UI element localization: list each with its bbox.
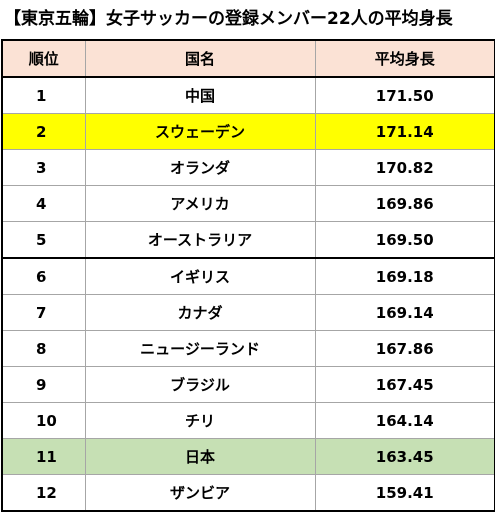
country-cell: スウェーデン	[84, 113, 316, 150]
country-cell: ザンビア	[84, 474, 316, 512]
table-row: 1 中国 171.50	[1, 76, 495, 114]
header-average-height: 平均身長	[314, 39, 495, 78]
header-rank: 順位	[1, 39, 86, 78]
rank-cell: 2	[1, 113, 86, 150]
height-cell: 169.18	[314, 257, 495, 295]
height-cell: 164.14	[314, 402, 495, 439]
country-cell: オランダ	[84, 149, 316, 186]
rank-cell: 11	[1, 438, 86, 475]
country-cell: ブラジル	[84, 366, 316, 403]
table-header-row: 順位 国名 平均身長	[1, 39, 495, 78]
country-cell: 中国	[84, 76, 316, 114]
height-cell: 170.82	[314, 149, 495, 186]
rank-cell: 8	[1, 330, 86, 367]
height-cell: 171.14	[314, 113, 495, 150]
rank-cell: 5	[1, 221, 86, 259]
table-row: 4 アメリカ 169.86	[1, 185, 495, 222]
table-row: 2 スウェーデン 171.14	[1, 113, 495, 150]
height-ranking-table: 順位 国名 平均身長 1 中国 171.50 2 スウェーデン 171.14 3…	[1, 39, 495, 512]
table-row: 5 オーストラリア 169.50	[1, 221, 495, 259]
country-cell: オーストラリア	[84, 221, 316, 259]
height-cell: 169.14	[314, 294, 495, 331]
table-row: 7 カナダ 169.14	[1, 294, 495, 331]
rank-cell: 4	[1, 185, 86, 222]
rank-cell: 12	[1, 474, 86, 512]
country-cell: チリ	[84, 402, 316, 439]
table-row: 6 イギリス 169.18	[1, 257, 495, 295]
height-cell: 167.45	[314, 366, 495, 403]
height-cell: 159.41	[314, 474, 495, 512]
rank-cell: 10	[1, 402, 86, 439]
country-cell: 日本	[84, 438, 316, 475]
rank-cell: 6	[1, 257, 86, 295]
table-row: 9 ブラジル 167.45	[1, 366, 495, 403]
table-row: 11 日本 163.45	[1, 438, 495, 475]
table-row: 3 オランダ 170.82	[1, 149, 495, 186]
country-cell: イギリス	[84, 257, 316, 295]
page-title: 【東京五輪】女子サッカーの登録メンバー22人の平均身長	[4, 9, 453, 29]
table-row: 10 チリ 164.14	[1, 402, 495, 439]
header-country: 国名	[84, 39, 316, 78]
table-row: 8 ニュージーランド 167.86	[1, 330, 495, 367]
height-cell: 169.86	[314, 185, 495, 222]
height-cell: 171.50	[314, 76, 495, 114]
height-cell: 167.86	[314, 330, 495, 367]
rank-cell: 7	[1, 294, 86, 331]
height-cell: 163.45	[314, 438, 495, 475]
country-cell: アメリカ	[84, 185, 316, 222]
rank-cell: 3	[1, 149, 86, 186]
table-row: 12 ザンビア 159.41	[1, 474, 495, 512]
country-cell: ニュージーランド	[84, 330, 316, 367]
country-cell: カナダ	[84, 294, 316, 331]
height-cell: 169.50	[314, 221, 495, 259]
rank-cell: 9	[1, 366, 86, 403]
rank-cell: 1	[1, 76, 86, 114]
